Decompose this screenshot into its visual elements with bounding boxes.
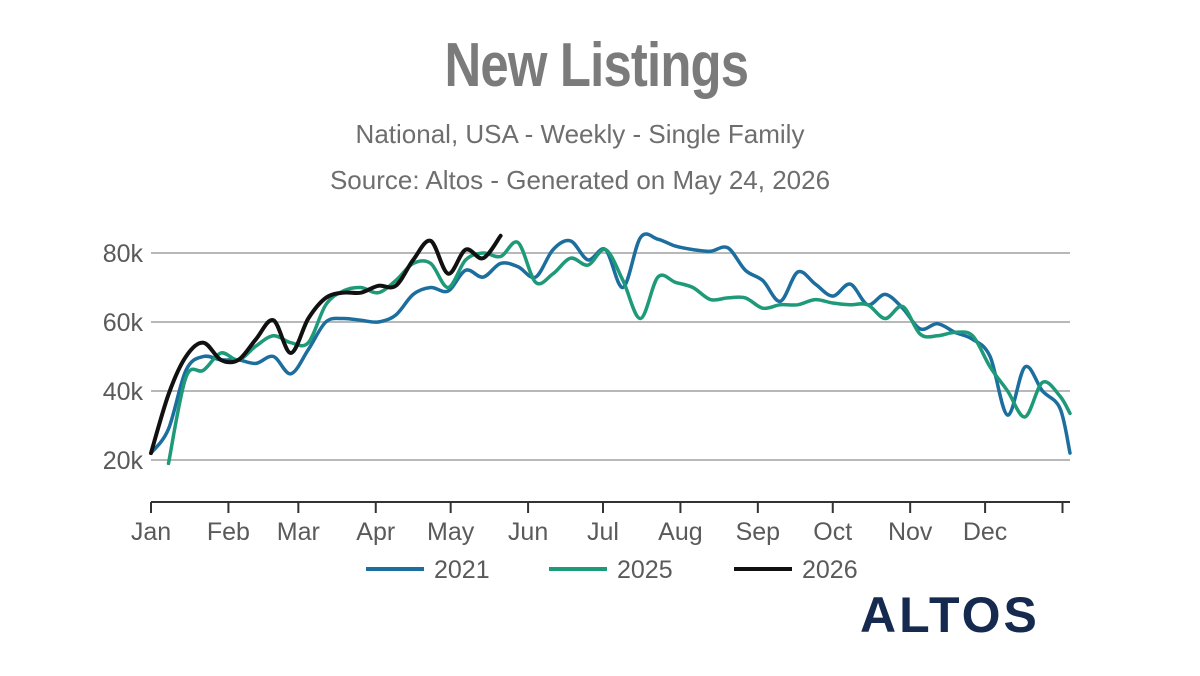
y-axis: 20k 40k 60k 80k [103,240,144,475]
x-tick-label: Nov [888,518,933,546]
x-tick-label: Mar [277,518,320,546]
x-axis: Jan Feb Mar Apr May Jun Jul Aug Sep Oct Nov Dec [131,501,1070,546]
legend-label-2025: 2025 [617,556,673,584]
chart-subtitle: National, USA - Weekly - Single Family [355,119,805,149]
x-tick-label: Apr [356,518,395,546]
x-tick-label: Feb [207,518,250,546]
y-tick-label: 80k [103,240,144,268]
legend-label-2026: 2026 [802,556,858,584]
x-tick-label: Jun [508,518,548,546]
x-tick-label: Dec [963,518,1007,546]
gridlines [151,252,1070,461]
legend: 2021 2025 2026 [366,556,858,584]
chart-source: Source: Altos - Generated on May 24, 202… [329,165,831,195]
x-tick-label: Jul [587,518,619,546]
series-line-2025 [166,240,1072,466]
series-line-2021 [149,232,1072,455]
x-tick-label: Jan [131,518,171,546]
series-line-2026 [149,233,503,456]
y-tick-label: 60k [103,309,144,337]
chart-title: New Listings [444,31,750,100]
y-tick-label: 20k [103,447,144,475]
altos-logo: ALTOS [860,587,1040,643]
x-tick-label: Sep [736,518,780,546]
y-tick-label: 40k [103,378,144,406]
x-tick-label: Aug [658,518,702,546]
x-tick-label: May [427,518,475,546]
series-lines [149,232,1072,466]
x-tick-label: Oct [813,518,852,546]
legend-label-2021: 2021 [434,556,490,584]
